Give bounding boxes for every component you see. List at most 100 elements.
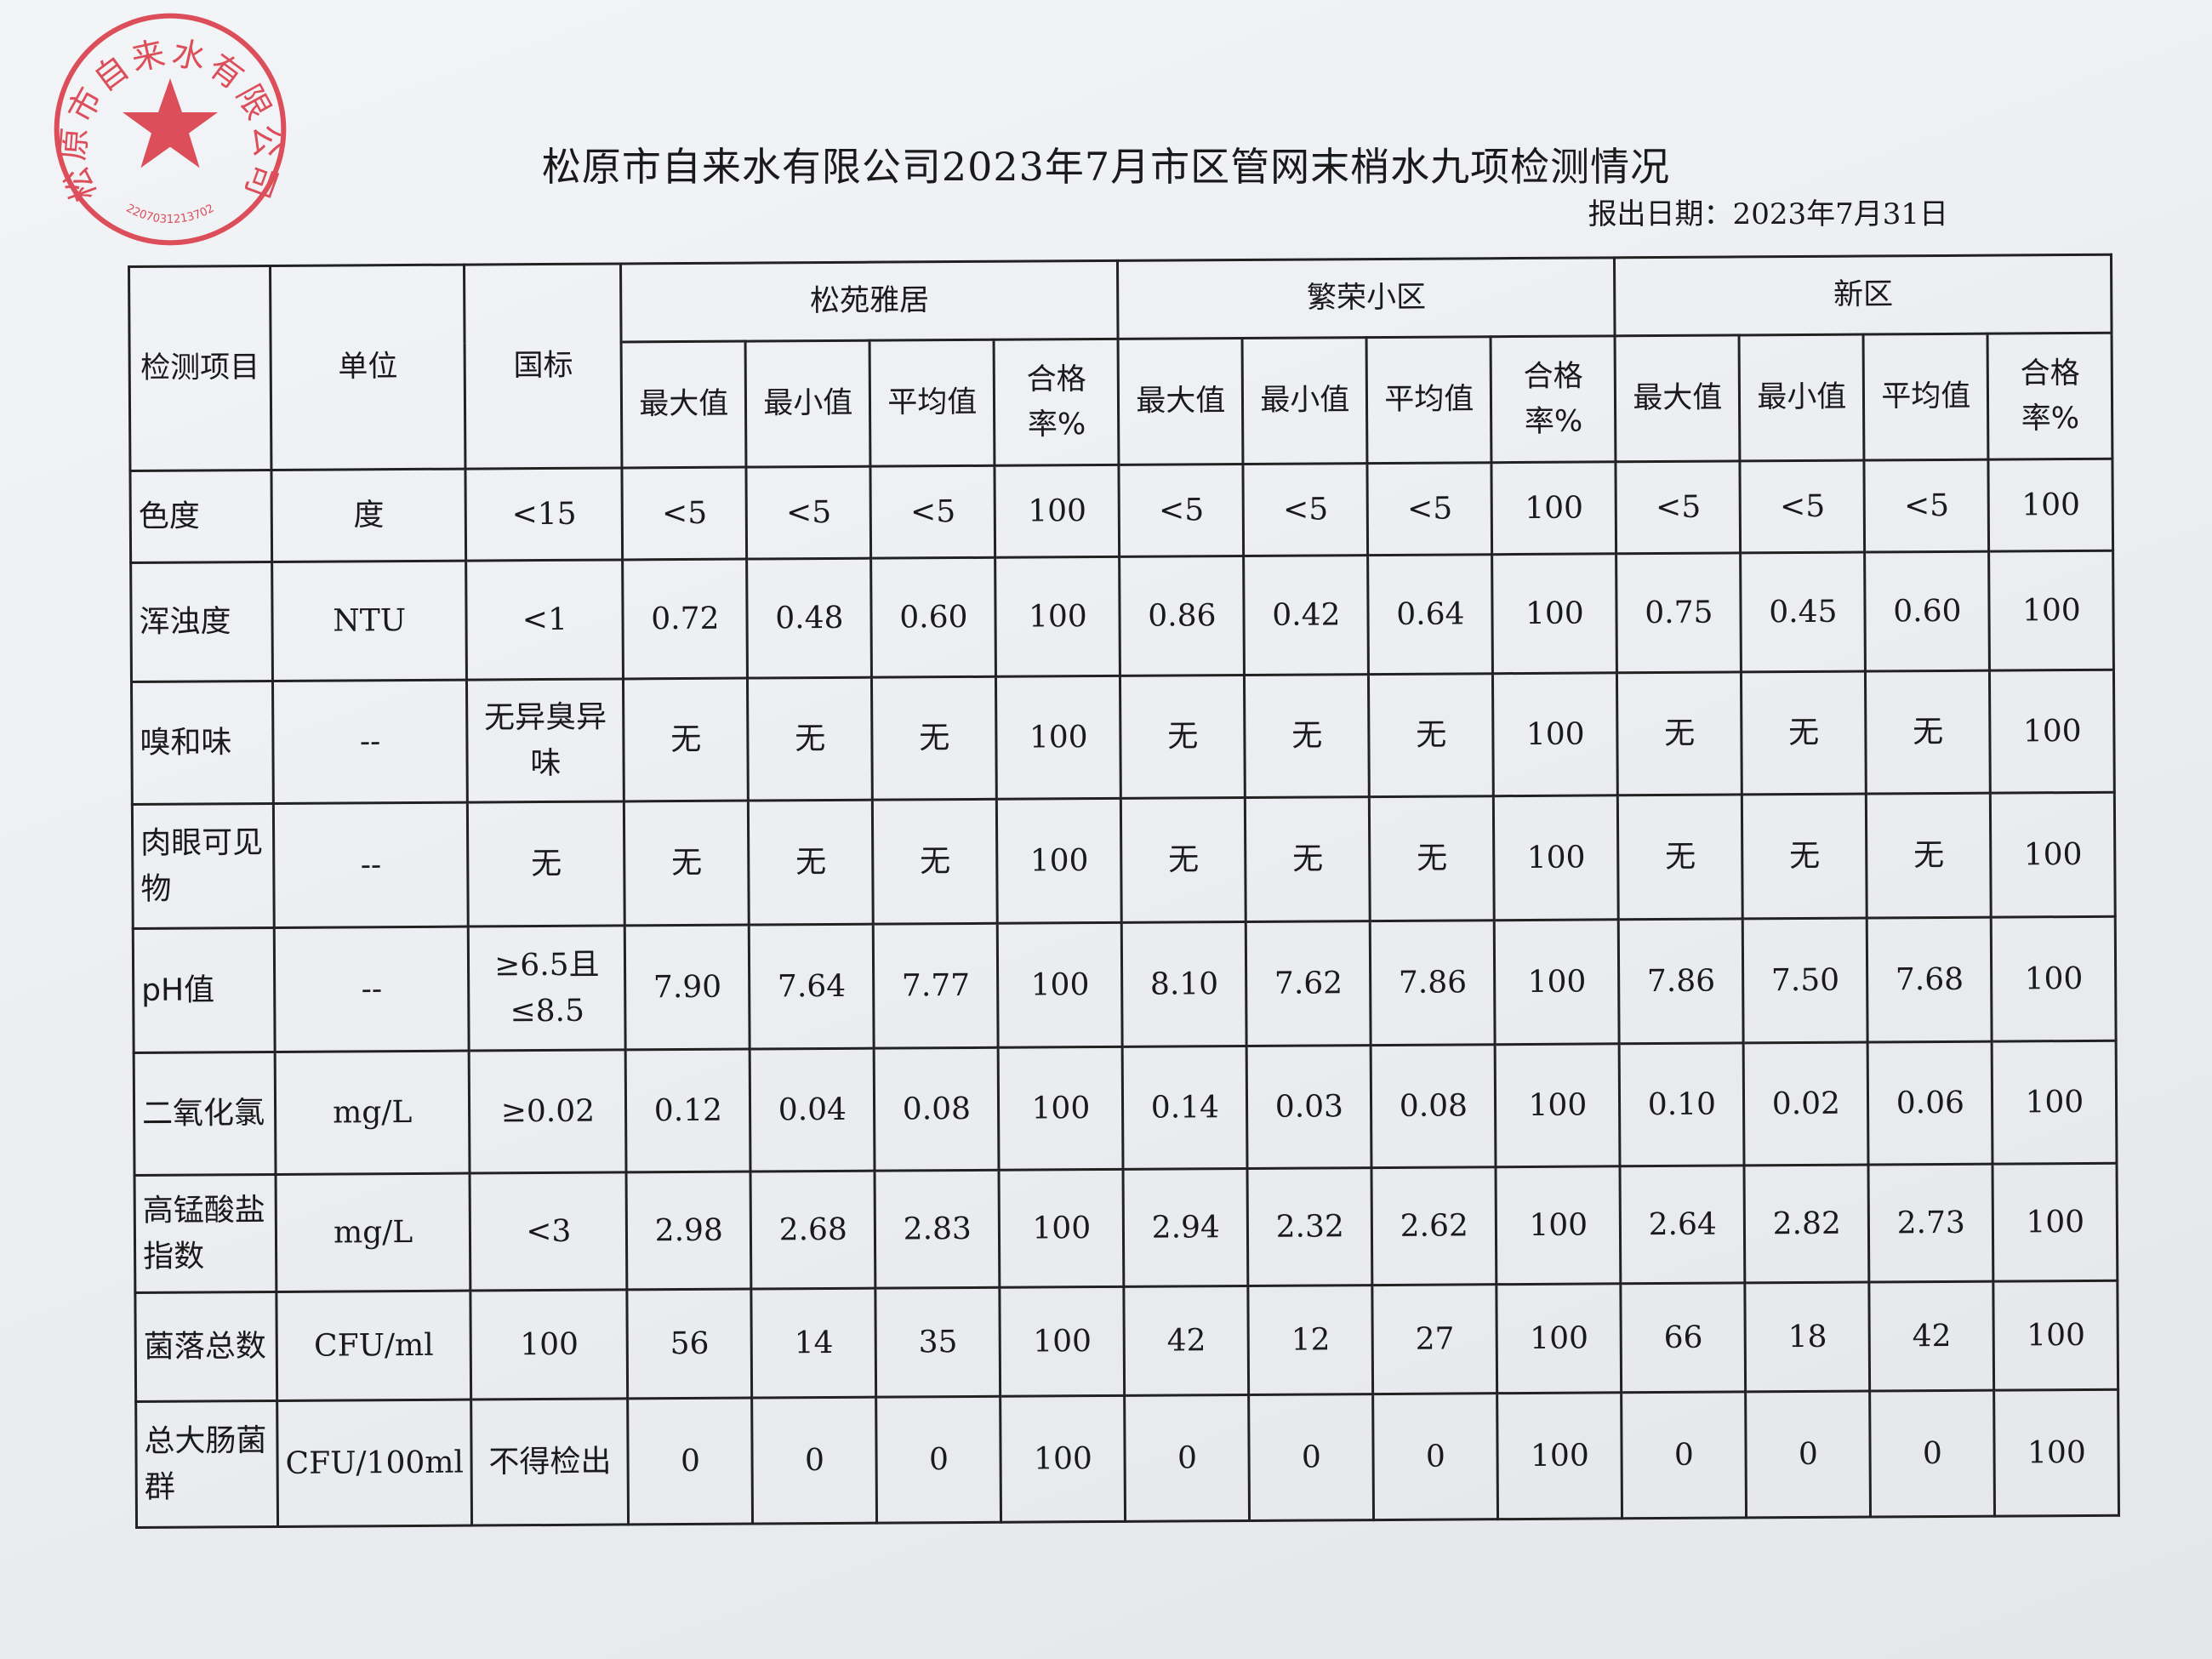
row-item: 嗅和味 — [131, 681, 274, 805]
row-value: 无 — [747, 677, 873, 801]
report-date: 报出日期：2023年7月31日 — [1588, 197, 1948, 231]
row-value: 8.10 — [1121, 921, 1247, 1047]
row-value: <5 — [1616, 460, 1741, 554]
row-value: 0.42 — [1243, 555, 1369, 676]
row-value: 0.60 — [870, 557, 996, 678]
row-value: 无 — [872, 799, 998, 925]
row-value: 100 — [1988, 459, 2113, 552]
row-item: 菌落总数 — [134, 1291, 277, 1402]
row-value: 0 — [1745, 1391, 1871, 1518]
row-value: 18 — [1745, 1282, 1870, 1392]
row-value: <5 — [746, 466, 871, 560]
table-row: 菌落总数 CFU/ml 100 56 14 35 100 42 12 27 100 66 18 42 100 — [134, 1280, 2118, 1402]
row-standard: 无异臭异味 — [466, 678, 624, 803]
row-value: 0.45 — [1740, 552, 1866, 672]
row-value: 7.62 — [1246, 921, 1371, 1046]
row-unit: CFU/ml — [276, 1291, 472, 1401]
row-value: 无 — [1368, 673, 1494, 797]
row-value: 无 — [1244, 674, 1370, 798]
header-sub: 平均值 — [1863, 334, 1989, 461]
row-standard: ≥0.02 — [469, 1049, 627, 1174]
row-item: pH值 — [133, 927, 276, 1053]
row-value: 0.86 — [1119, 556, 1245, 676]
row-value: 100 — [1494, 919, 1620, 1045]
table-row: 总大肠菌群 CFU/100ml 不得检出 0 0 0 100 0 0 0 100 0 0 0 100 — [135, 1389, 2119, 1528]
header-sub: 最小值 — [745, 340, 871, 468]
table-row: 肉眼可见物 -- 无无无无 100 无无无 100 无无无 100 — [132, 792, 2116, 929]
row-value: 7.86 — [1618, 918, 1744, 1044]
row-value: 0.08 — [1371, 1044, 1497, 1168]
row-value: 0 — [1372, 1393, 1498, 1520]
header-sub: 最小值 — [1739, 334, 1865, 461]
row-item: 肉眼可见物 — [132, 803, 275, 929]
row-value: 14 — [751, 1288, 877, 1399]
row-value: 100 — [997, 922, 1123, 1048]
row-unit: CFU/100ml — [276, 1400, 472, 1527]
row-value: 100 — [1000, 1395, 1126, 1523]
row-value: 0 — [1124, 1394, 1250, 1522]
row-value: <5 — [870, 465, 995, 559]
header-sub: 最大值 — [1118, 338, 1244, 465]
company-seal: 松原市自来水有限公司 2207031213702 — [54, 13, 287, 246]
row-value: 2.62 — [1371, 1166, 1497, 1286]
row-value: 无 — [1120, 797, 1246, 923]
row-standard: <3 — [470, 1172, 628, 1291]
row-standard: <15 — [465, 467, 623, 562]
row-value: 无 — [1741, 671, 1867, 795]
row-value: 0.75 — [1616, 552, 1742, 673]
row-item: 浑浊度 — [130, 562, 273, 682]
header-area: 繁荣小区 — [1117, 257, 1616, 339]
row-value: 无 — [748, 800, 874, 926]
row-standard: ≥6.5且≤8.5 — [468, 925, 626, 1052]
row-value: 100 — [998, 1046, 1124, 1171]
row-value: 100 — [1497, 1283, 1622, 1394]
row-value: 100 — [1000, 1286, 1125, 1397]
row-value: 100 — [1495, 1043, 1621, 1167]
row-value: 0 — [752, 1397, 877, 1525]
header-standard: 国标 — [464, 263, 623, 470]
row-value: 0.02 — [1743, 1042, 1869, 1166]
table-row: 浑浊度 NTU <1 0.72 0.48 0.60 100 0.86 0.42 0.64 100 0.… — [130, 550, 2114, 682]
row-value: <5 — [1864, 459, 1989, 553]
row-value: 0.10 — [1619, 1042, 1745, 1166]
row-value: 100 — [1989, 670, 2115, 794]
seal-ring — [54, 13, 287, 246]
row-value: <5 — [622, 467, 747, 560]
row-item: 二氧化氯 — [134, 1052, 276, 1176]
header-sub: 平均值 — [1366, 336, 1492, 464]
row-value: 无 — [1866, 793, 1992, 919]
document-title: 松原市自来水有限公司2023年7月市区管网末梢水九项检测情况 — [541, 144, 1671, 190]
row-value: 无 — [1245, 796, 1371, 922]
row-value: <5 — [1243, 463, 1368, 556]
row-value: 7.86 — [1370, 920, 1496, 1046]
row-value: 7.68 — [1867, 917, 1993, 1043]
row-value: 66 — [1621, 1282, 1746, 1393]
row-value: 100 — [995, 676, 1121, 800]
header-sub: 最小值 — [1242, 337, 1368, 465]
row-unit: -- — [273, 802, 469, 928]
row-unit: NTU — [271, 561, 467, 681]
water-quality-table: 检测项目 单位 国标 松苑雅居 繁荣小区 新区 最大值 最小值 平均值 合格率% 最大值 最小值 平均值… — [128, 254, 2120, 1529]
row-value: 无 — [1616, 671, 1742, 795]
row-value: 0.03 — [1246, 1045, 1372, 1169]
row-value: <5 — [1740, 460, 1865, 553]
row-value: 无 — [1742, 794, 1867, 919]
seal-code: 2207031213702 — [124, 202, 217, 226]
row-value: 0.12 — [625, 1049, 751, 1172]
header-item: 检测项目 — [128, 265, 271, 471]
row-value: 无 — [623, 678, 749, 801]
row-value: 27 — [1372, 1284, 1497, 1394]
row-value: 2.32 — [1247, 1167, 1373, 1286]
table-row: 嗅和味 -- 无异臭异味无无无 100 无无无 100 无无无 100 — [131, 670, 2115, 805]
row-value: 100 — [1988, 550, 2114, 671]
row-value: 0 — [1248, 1394, 1374, 1521]
row-value: 2.73 — [1868, 1164, 1994, 1283]
table-row: 二氧化氯 mg/L ≥0.02 0.12 0.04 0.08 100 0.14 0.03 0.08… — [134, 1040, 2118, 1176]
row-value: 12 — [1248, 1285, 1373, 1395]
row-value: 100 — [1993, 1280, 2118, 1391]
row-item: 高锰酸盐指数 — [134, 1174, 276, 1293]
row-value: 2.98 — [626, 1172, 752, 1290]
row-value: 100 — [1491, 461, 1616, 555]
row-value: 0.08 — [874, 1047, 1000, 1172]
row-value: 7.50 — [1742, 918, 1868, 1043]
